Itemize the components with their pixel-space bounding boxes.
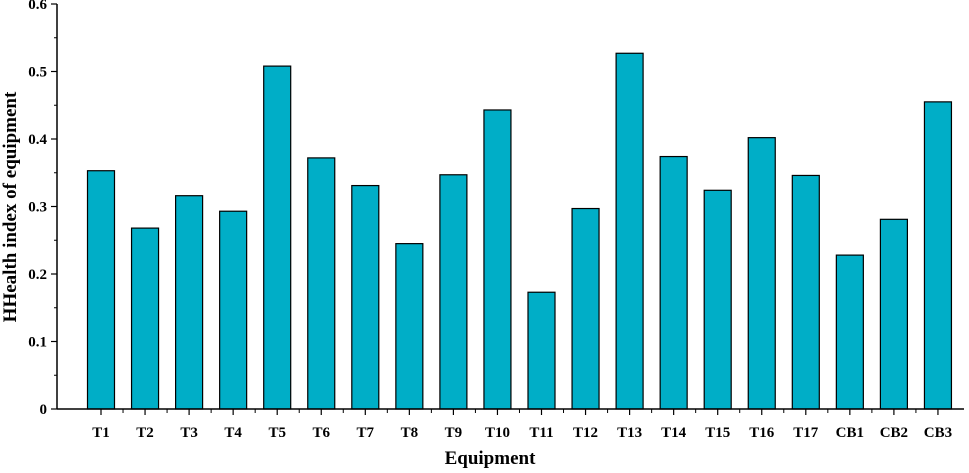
x-tick-label: T3	[180, 425, 198, 441]
x-tick-label: T12	[573, 425, 598, 441]
x-tick-label: T13	[617, 425, 642, 441]
bar-t14	[659, 155, 688, 410]
bar-t8	[395, 243, 424, 410]
bar-cb3	[923, 101, 953, 410]
x-tick-label: T5	[268, 425, 286, 441]
y-tick-label: 0.1	[28, 335, 47, 351]
bar-t16	[747, 137, 776, 410]
x-tick-label: CB2	[880, 425, 908, 441]
x-axis-title: Equipment	[445, 448, 536, 468]
bars-layer	[86, 52, 953, 410]
bar-t10	[483, 109, 512, 410]
bar-t15	[703, 189, 732, 410]
y-tick-label: 0	[40, 402, 48, 418]
y-ticks: 0 0.1 0.2 0.3 0.4 0.5 0.6	[28, 0, 57, 418]
bar-cb2	[879, 218, 909, 410]
bar-t7	[351, 184, 380, 410]
x-ticks: T1 T2 T3 T4 T5 T6 T7 T8 T9 T10 T11 T12 T13 T14 T15 T16 T…	[92, 409, 952, 441]
x-tick-label: T15	[705, 425, 730, 441]
y-tick-label: 0.2	[28, 267, 47, 283]
x-tick-label: T11	[529, 425, 553, 441]
x-tick-label: CB1	[836, 425, 864, 441]
x-tick-label: T10	[485, 425, 510, 441]
y-tick-label: 0.3	[28, 200, 47, 216]
x-tick-label: T16	[749, 425, 775, 441]
x-tick-label: T8	[401, 425, 419, 441]
x-tick-label: T14	[661, 425, 687, 441]
x-tick-label: T7	[357, 425, 375, 441]
bar-t12	[571, 207, 600, 410]
bar-t9	[439, 174, 468, 410]
x-tick-label: T9	[445, 425, 463, 441]
bar-t11	[527, 291, 556, 410]
y-axis-title: HHealth index of equipment	[0, 91, 21, 322]
bar-t17	[791, 174, 820, 410]
y-tick-label: 0.6	[28, 0, 47, 13]
bar-t6	[307, 157, 336, 410]
bar-t13	[615, 52, 644, 410]
y-tick-label: 0.5	[28, 65, 47, 81]
x-tick-label: CB3	[924, 425, 952, 441]
x-tick-label: T4	[224, 425, 242, 441]
x-tick-label: T1	[92, 425, 110, 441]
x-tick-label: T17	[793, 425, 819, 441]
x-tick-label: T6	[312, 425, 330, 441]
y-tick-label: 0.4	[28, 132, 47, 148]
bar-t1	[86, 170, 116, 410]
x-tick-label: T2	[136, 425, 154, 441]
bar-cb1	[835, 254, 864, 410]
bar-t5	[263, 65, 292, 410]
bar-t4	[219, 210, 248, 410]
bar-t2	[130, 227, 160, 410]
bar-t3	[175, 195, 204, 410]
